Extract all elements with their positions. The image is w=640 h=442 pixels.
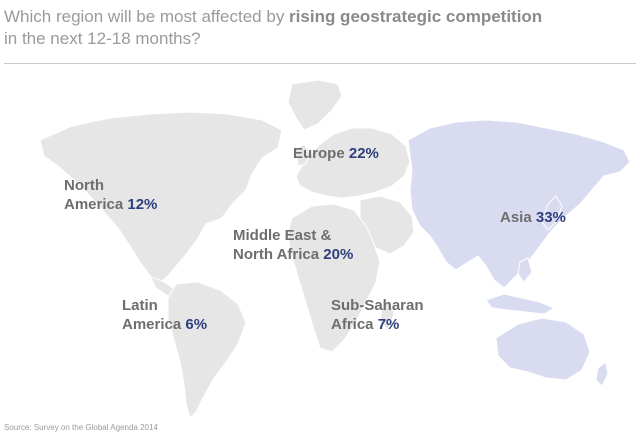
asia-line1: Asia — [500, 209, 532, 226]
north-america-line2: America — [64, 196, 124, 213]
label-europe: Europe 22% — [293, 144, 379, 163]
middle-east-line1: Middle East & — [233, 227, 332, 244]
title-divider — [4, 63, 636, 64]
sub-saharan-pct: 7% — [377, 316, 400, 333]
source-note: Source: Survey on the Global Agenda 2014 — [4, 423, 158, 432]
sub-saharan-line2: Africa — [331, 316, 374, 333]
middle-east-pct: 20% — [323, 246, 354, 263]
greenland-shape — [287, 79, 343, 131]
europe-line1: Europe — [293, 145, 345, 162]
label-sub-saharan: Sub-Saharan Africa 7% — [331, 296, 424, 334]
middle-east-line2: North Africa — [233, 246, 320, 263]
europe-pct: 22% — [348, 145, 379, 162]
title-bold: rising geostrategic competition — [289, 7, 543, 26]
label-north-america: North America 12% — [64, 176, 157, 214]
label-middle-east: Middle East & North Africa 20% — [233, 226, 353, 264]
philippines-shape — [517, 257, 533, 283]
australia-shape — [495, 317, 591, 381]
madagascar-shape — [379, 299, 395, 331]
europe-shape — [295, 127, 411, 199]
latin-america-pct: 6% — [185, 316, 208, 333]
north-america-pct: 12% — [127, 196, 158, 213]
indonesia-shape — [485, 293, 556, 315]
latin-america-line1: Latin — [122, 297, 158, 314]
north-america-shape — [39, 111, 283, 285]
title-part1: Which region will be most affected by — [4, 7, 290, 26]
asia-shape — [407, 119, 631, 289]
title-part2: in the next 12-18 months? — [4, 29, 201, 48]
north-america-line1: North — [64, 177, 104, 194]
label-latin-america: Latin America 6% — [122, 296, 207, 334]
africa-shape — [287, 203, 381, 353]
chart-title: Which region will be most affected by ri… — [4, 6, 634, 50]
japan-shape — [541, 195, 563, 231]
uk-shape — [295, 143, 311, 167]
label-asia: Asia 33% — [500, 208, 566, 227]
asia-pct: 33% — [535, 209, 566, 226]
latin-america-line2: America — [122, 316, 182, 333]
sub-saharan-line1: Sub-Saharan — [331, 297, 424, 314]
new-zealand-shape — [595, 361, 609, 387]
south-america-shape — [167, 281, 247, 419]
